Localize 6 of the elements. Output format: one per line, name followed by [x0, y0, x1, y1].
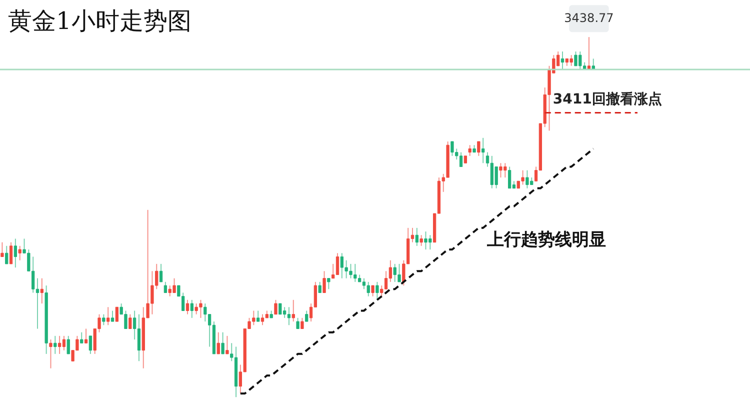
candlestick: [278, 303, 282, 315]
annotation: 3438.77: [564, 11, 614, 26]
annotation: 上行趋势线明显: [486, 230, 606, 250]
ref-line-label: 3411回撤看涨点: [552, 90, 662, 108]
chart-title: 黄金1小时走势图: [8, 7, 192, 35]
candlestick: [115, 306, 118, 322]
